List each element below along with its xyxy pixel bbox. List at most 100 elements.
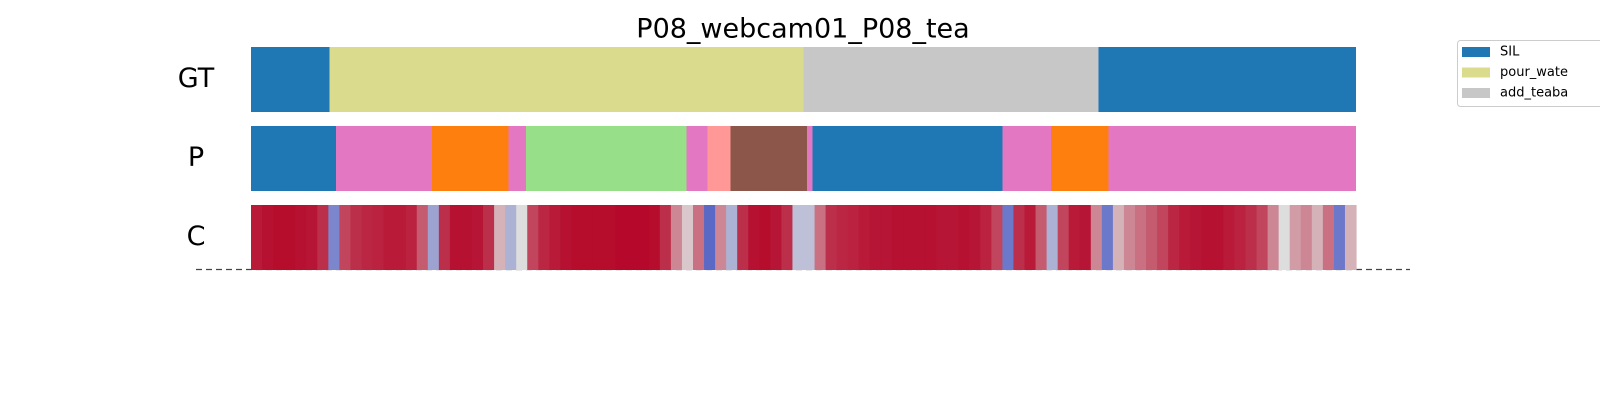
confidence-cell <box>460 205 473 270</box>
confidence-cell <box>803 205 816 270</box>
confidence-cell <box>1223 205 1236 270</box>
confidence-cell <box>1123 205 1136 270</box>
confidence-cell <box>449 205 462 270</box>
confidence-cell <box>328 205 340 270</box>
confidence-cell <box>1068 205 1081 270</box>
confidence-cell <box>980 205 992 270</box>
segment <box>508 126 527 191</box>
chart-title: P08_webcam01_P08_tea <box>636 14 969 45</box>
confidence-cell <box>560 205 573 270</box>
confidence-cell <box>1289 205 1302 270</box>
confidence-cell <box>604 205 617 270</box>
confidence-cell <box>350 205 363 270</box>
legend-swatch <box>1462 47 1490 57</box>
confidence-cell <box>1190 205 1202 270</box>
segment <box>812 126 1003 191</box>
legend-label: add_teaba <box>1500 86 1568 101</box>
confidence-cell <box>383 205 396 270</box>
confidence-cell <box>847 205 860 270</box>
confidence-cell <box>438 205 451 270</box>
confidence-cell <box>251 205 263 270</box>
confidence-cell <box>284 205 296 270</box>
confidence-cell <box>1146 205 1158 270</box>
confidence-cell <box>781 205 794 270</box>
confidence-cell <box>394 205 407 270</box>
confidence-cell <box>1300 205 1313 270</box>
confidence-cell <box>759 205 771 270</box>
confidence-cell <box>902 205 915 270</box>
confidence-cell <box>1344 205 1357 270</box>
confidence-cell <box>914 205 926 270</box>
confidence-cell <box>1101 205 1114 270</box>
confidence-cell <box>273 205 285 270</box>
confidence-cell <box>1002 205 1015 270</box>
confidence-cell <box>1168 205 1180 270</box>
segment <box>686 126 708 191</box>
confidence-cell <box>880 205 893 270</box>
confidence-cell <box>958 205 970 270</box>
confidence-cell <box>1079 205 1092 270</box>
confidence-cell <box>1135 205 1147 270</box>
confidence-cell <box>947 205 959 270</box>
segment <box>251 47 330 112</box>
segment <box>526 126 687 191</box>
segment <box>1098 47 1356 112</box>
confidence-cell <box>405 205 418 270</box>
row-label: P <box>188 142 204 173</box>
confidence-cell <box>1234 205 1247 270</box>
legend-box <box>1457 40 1600 107</box>
segment <box>803 47 1099 112</box>
confidence-cell <box>527 205 539 270</box>
confidence-cell <box>615 205 628 270</box>
confidence-cell <box>1013 205 1026 270</box>
segment <box>1002 126 1052 191</box>
row-label: GT <box>178 63 215 94</box>
confidence-cell <box>1157 205 1169 270</box>
confidence-cell <box>1278 205 1291 270</box>
confidence-cell <box>1333 205 1346 270</box>
confidence-cell <box>593 205 606 270</box>
confidence-cell <box>1322 205 1335 270</box>
confidence-cell <box>317 205 329 270</box>
confidence-cell <box>925 205 937 270</box>
confidence-cell <box>626 205 639 270</box>
segment <box>1108 126 1356 191</box>
segment <box>806 126 813 191</box>
confidence-cell <box>582 205 595 270</box>
segment <box>1051 126 1109 191</box>
confidence-cell <box>1267 205 1280 270</box>
confidence-cell <box>737 205 749 270</box>
confidence-cell <box>538 205 550 270</box>
confidence-cell <box>648 205 661 270</box>
confidence-cell <box>262 205 274 270</box>
confidence-cell <box>991 205 1003 270</box>
confidence-cell <box>549 205 561 270</box>
confidence-cell <box>494 205 506 270</box>
confidence-cell <box>361 205 374 270</box>
confidence-cell <box>693 205 705 270</box>
confidence-cell <box>1024 205 1037 270</box>
segment <box>329 47 804 112</box>
confidence-cell <box>869 205 882 270</box>
confidence-cell <box>1046 205 1059 270</box>
confidence-cell <box>295 205 307 270</box>
confidence-cell <box>637 205 650 270</box>
confidence-cell <box>858 205 871 270</box>
confidence-cell <box>792 205 805 270</box>
confidence-cell <box>416 205 429 270</box>
confidence-cell <box>571 205 584 270</box>
segment <box>251 126 337 191</box>
confidence-cell <box>516 205 528 270</box>
confidence-cell <box>1057 205 1070 270</box>
confidence-cell <box>1245 205 1258 270</box>
confidence-cell <box>1212 205 1224 270</box>
confidence-cell <box>372 205 385 270</box>
legend-swatch <box>1462 88 1490 98</box>
confidence-cell <box>427 205 440 270</box>
confidence-cell <box>1179 205 1191 270</box>
legend-label: SIL <box>1500 45 1520 60</box>
confidence-cell <box>306 205 318 270</box>
confidence-cell <box>704 205 716 270</box>
confidence-cell <box>770 205 782 270</box>
segment <box>707 126 731 191</box>
